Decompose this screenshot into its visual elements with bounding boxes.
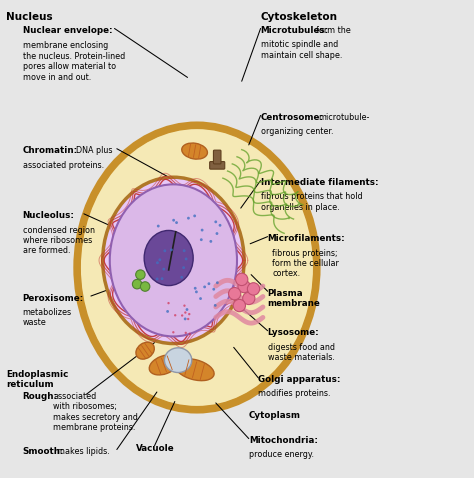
Text: Cytoskeleton: Cytoskeleton: [261, 12, 337, 22]
Text: organizing center.: organizing center.: [261, 127, 333, 136]
Ellipse shape: [203, 285, 206, 288]
Ellipse shape: [161, 277, 164, 280]
Ellipse shape: [149, 355, 179, 375]
Ellipse shape: [187, 217, 190, 219]
Text: Smooth:: Smooth:: [23, 447, 64, 456]
Text: Golgi apparatus:: Golgi apparatus:: [258, 375, 341, 384]
FancyBboxPatch shape: [213, 150, 221, 164]
Text: makes lipids.: makes lipids.: [57, 447, 110, 456]
Ellipse shape: [185, 258, 188, 261]
Text: Plasma
membrane: Plasma membrane: [268, 289, 320, 308]
Text: membrane enclosing
the nucleus. Protein-lined
pores allow material to
move in an: membrane enclosing the nucleus. Protein-…: [23, 41, 125, 82]
Text: associated proteins.: associated proteins.: [23, 161, 104, 170]
Text: Centrosome:: Centrosome:: [261, 113, 324, 122]
Ellipse shape: [166, 310, 169, 313]
Ellipse shape: [199, 297, 202, 300]
Ellipse shape: [233, 299, 246, 312]
Text: Lysosome:: Lysosome:: [268, 328, 319, 337]
Ellipse shape: [186, 308, 188, 311]
Ellipse shape: [184, 317, 187, 320]
Text: condensed region
where ribosomes
are formed.: condensed region where ribosomes are for…: [23, 226, 95, 256]
Text: Nuclear envelope:: Nuclear envelope:: [23, 26, 112, 35]
Ellipse shape: [184, 332, 187, 334]
Text: DNA plus: DNA plus: [76, 146, 112, 155]
Ellipse shape: [164, 348, 192, 372]
Ellipse shape: [175, 221, 178, 224]
FancyBboxPatch shape: [210, 162, 225, 169]
Ellipse shape: [132, 280, 142, 289]
Ellipse shape: [195, 291, 198, 293]
Ellipse shape: [187, 318, 190, 320]
Text: Chromatin:: Chromatin:: [23, 146, 78, 155]
Text: Peroxisome:: Peroxisome:: [23, 293, 84, 303]
Text: Microfilaments:: Microfilaments:: [268, 234, 346, 243]
Text: associated
with ribosomes;
makes secretory and
membrane proteins.: associated with ribosomes; makes secreto…: [53, 392, 138, 432]
Ellipse shape: [182, 266, 185, 269]
Ellipse shape: [184, 311, 187, 314]
Ellipse shape: [183, 250, 186, 252]
Text: form the: form the: [316, 26, 351, 35]
Ellipse shape: [77, 125, 317, 410]
Ellipse shape: [164, 250, 166, 252]
Ellipse shape: [136, 270, 145, 280]
Ellipse shape: [155, 278, 158, 281]
Ellipse shape: [174, 314, 176, 316]
Text: Microtubules:: Microtubules:: [261, 26, 329, 35]
Ellipse shape: [193, 215, 196, 217]
Ellipse shape: [144, 230, 193, 285]
Ellipse shape: [167, 302, 170, 304]
Text: fibrous proteins that hold
organelles in place.: fibrous proteins that hold organelles in…: [261, 193, 362, 212]
Text: Cytoplasm: Cytoplasm: [249, 411, 301, 420]
Ellipse shape: [182, 143, 208, 159]
Text: microtubule-: microtubule-: [319, 113, 370, 122]
Ellipse shape: [103, 177, 244, 344]
Text: Nucleus: Nucleus: [6, 12, 53, 22]
Ellipse shape: [183, 304, 186, 307]
Ellipse shape: [172, 219, 175, 222]
Ellipse shape: [181, 315, 183, 317]
Ellipse shape: [243, 292, 255, 304]
Ellipse shape: [188, 313, 191, 315]
Ellipse shape: [157, 225, 160, 228]
Ellipse shape: [216, 232, 219, 235]
Ellipse shape: [216, 282, 219, 284]
Ellipse shape: [136, 342, 155, 359]
Text: mitotic spindle and
maintain cell shape.: mitotic spindle and maintain cell shape.: [261, 40, 342, 60]
Text: Endoplasmic
reticulum: Endoplasmic reticulum: [6, 369, 68, 389]
Ellipse shape: [163, 268, 165, 271]
Text: Rough:: Rough:: [23, 392, 58, 401]
Ellipse shape: [200, 238, 203, 241]
Ellipse shape: [219, 224, 221, 227]
Ellipse shape: [210, 240, 212, 243]
Ellipse shape: [180, 276, 183, 279]
Ellipse shape: [170, 249, 173, 251]
Ellipse shape: [236, 273, 248, 285]
Text: Nucleolus:: Nucleolus:: [23, 211, 74, 220]
Ellipse shape: [172, 331, 174, 334]
Text: Mitochondria:: Mitochondria:: [249, 436, 318, 445]
Ellipse shape: [247, 282, 260, 295]
Text: fibrous proteins;
form the cellular
cortex.: fibrous proteins; form the cellular cort…: [273, 249, 339, 278]
Ellipse shape: [110, 185, 237, 337]
Ellipse shape: [208, 282, 210, 285]
Text: metabolizes
waste: metabolizes waste: [23, 308, 72, 327]
Ellipse shape: [156, 261, 159, 264]
Ellipse shape: [158, 258, 161, 261]
Text: Vacuole: Vacuole: [136, 444, 174, 453]
Ellipse shape: [175, 358, 214, 380]
Ellipse shape: [238, 280, 250, 293]
Text: produce energy.: produce energy.: [249, 449, 314, 458]
Ellipse shape: [212, 288, 215, 291]
Ellipse shape: [201, 228, 203, 231]
Text: digests food and
waste materials.: digests food and waste materials.: [268, 343, 335, 362]
Ellipse shape: [140, 282, 150, 291]
Text: Intermediate filaments:: Intermediate filaments:: [261, 178, 378, 187]
Ellipse shape: [189, 333, 191, 335]
Ellipse shape: [228, 287, 241, 300]
Text: modifies proteins.: modifies proteins.: [258, 389, 331, 398]
Ellipse shape: [214, 220, 217, 223]
Ellipse shape: [214, 304, 217, 307]
Ellipse shape: [194, 287, 197, 290]
